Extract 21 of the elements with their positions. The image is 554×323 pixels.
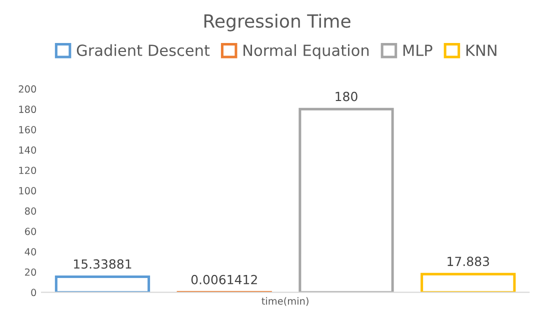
y-tick-label: 200 xyxy=(18,85,36,93)
legend-label: Gradient Descent xyxy=(76,44,210,56)
data-label: 17.883 xyxy=(448,256,489,266)
y-tick-label: 0 xyxy=(31,288,36,296)
y-tick-label: 100 xyxy=(19,187,36,194)
x-tick-label: time(min) xyxy=(262,297,308,306)
y-tick-label: 160 xyxy=(19,126,36,134)
y-tick-label: 140 xyxy=(19,146,36,154)
chart-title: Regression Time xyxy=(204,14,350,32)
legend-label: KNN xyxy=(466,44,496,56)
legend-label: MLP xyxy=(403,44,432,56)
data-label: 180 xyxy=(336,92,358,102)
y-tick-label: 20 xyxy=(25,268,36,276)
y-tick-label: 80 xyxy=(24,207,36,215)
legend-label: Normal Equation xyxy=(244,44,369,60)
y-tick-label: 40 xyxy=(24,248,36,256)
data-label: 0.0061412 xyxy=(191,274,257,284)
y-tick-label: 60 xyxy=(24,228,36,236)
y-tick-label: 180 xyxy=(19,106,36,114)
data-label: 15.33881 xyxy=(74,259,132,269)
y-tick-label: 120 xyxy=(19,166,36,174)
